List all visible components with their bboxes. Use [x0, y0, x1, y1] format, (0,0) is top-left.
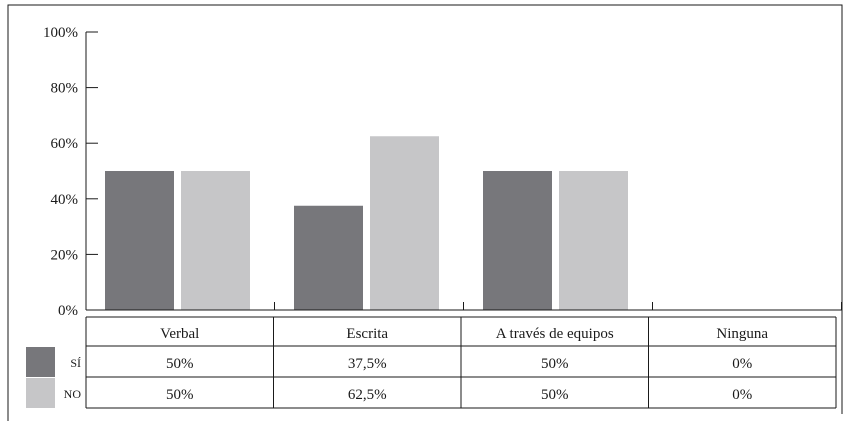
- y-tick-group: 0% 20% 40% 60% 80% 100%: [43, 25, 98, 319]
- data-table: Verbal Escrita A través de equipos Ninguna S…: [26, 316, 837, 409]
- bar-no: [181, 171, 250, 310]
- data-label: 0%: [732, 387, 752, 403]
- legend-swatch-si: [26, 347, 55, 377]
- legend-label: NO: [64, 387, 82, 401]
- chart-frame: [7, 4, 843, 421]
- category-label: Ninguna: [716, 326, 768, 342]
- category-label: Verbal: [160, 326, 199, 342]
- legend-swatch-no: [26, 378, 55, 408]
- bar-no: [370, 136, 439, 310]
- x-tick-group: [274, 302, 842, 310]
- data-label: 50%: [541, 356, 569, 372]
- data-label: 62,5%: [348, 387, 387, 403]
- data-label: 50%: [541, 387, 569, 403]
- y-tick-label: 60%: [51, 136, 79, 152]
- y-tick-label: 0%: [58, 303, 78, 319]
- data-label: 37,5%: [348, 356, 387, 372]
- bar-si: [483, 171, 552, 310]
- data-label: 50%: [166, 387, 194, 403]
- data-label: 50%: [166, 356, 194, 372]
- y-tick-label: 80%: [51, 81, 79, 97]
- y-tick-label: 20%: [51, 247, 79, 263]
- bar-si: [105, 171, 174, 310]
- category-label: Escrita: [346, 326, 388, 342]
- legend-label: SÍ: [70, 356, 81, 370]
- y-tick-label: 40%: [51, 192, 79, 208]
- bar-group: [105, 136, 628, 310]
- bar-si: [294, 205, 363, 310]
- data-label: 0%: [732, 356, 752, 372]
- y-tick-label: 100%: [43, 25, 78, 41]
- bar-no: [559, 171, 628, 310]
- category-label: A través de equipos: [496, 326, 614, 342]
